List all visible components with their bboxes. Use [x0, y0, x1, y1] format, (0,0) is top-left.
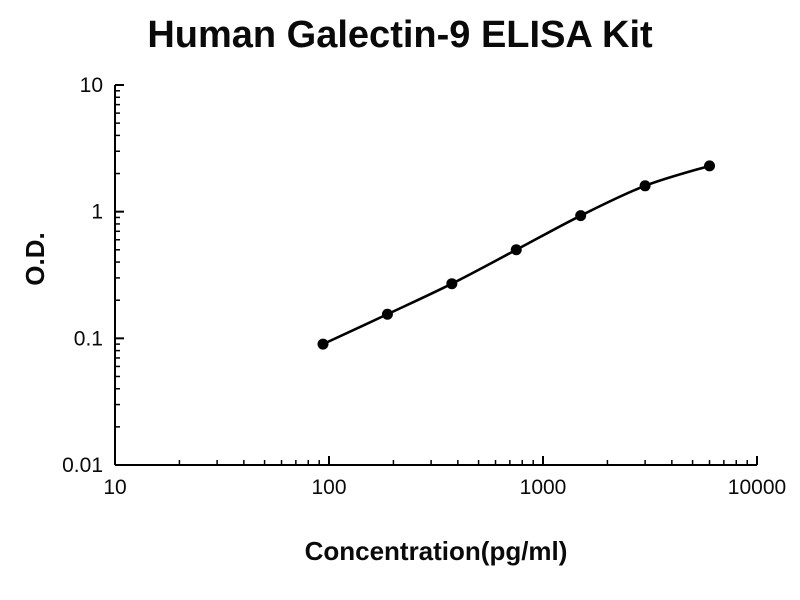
x-axis-label: Concentration(pg/ml): [304, 536, 568, 566]
data-point-marker: [381, 308, 393, 320]
chart-title: Human Galectin-9 ELISA Kit: [147, 14, 653, 56]
x-tick-label: 1000: [520, 476, 567, 499]
y-tick-label: 10: [80, 74, 103, 97]
data-point-marker: [704, 160, 716, 172]
data-point-marker: [510, 244, 522, 256]
y-tick-label: 1: [91, 201, 103, 224]
x-tick-label: 10000: [728, 476, 786, 499]
data-point-marker: [575, 210, 587, 222]
y-tick-label: 0.01: [62, 454, 103, 477]
data-point-marker: [317, 338, 329, 350]
x-tick-label: 10: [103, 476, 126, 499]
y-tick-label: 0.1: [74, 327, 103, 350]
data-point-marker: [639, 180, 651, 192]
x-tick-label: 100: [311, 476, 346, 499]
data-point-marker: [446, 278, 458, 290]
